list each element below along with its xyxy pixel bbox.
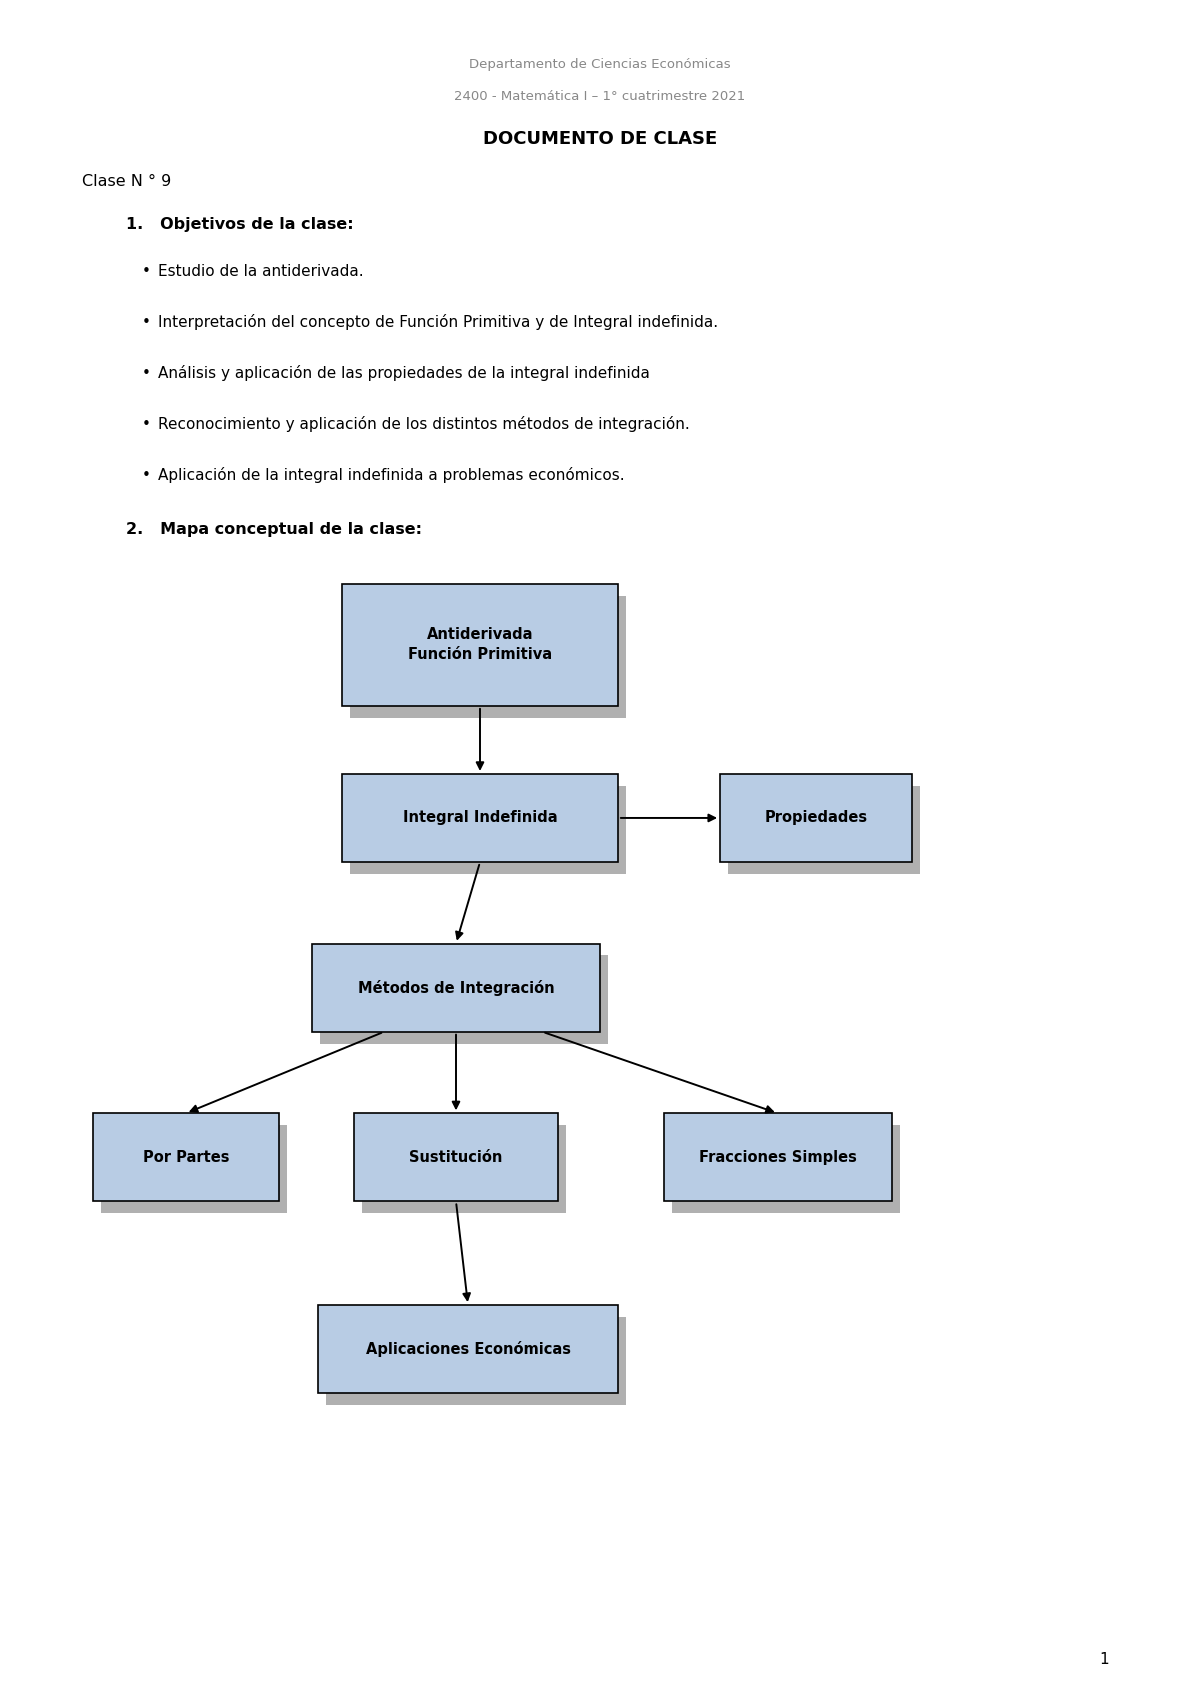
- Bar: [350, 596, 626, 718]
- Text: •: •: [142, 468, 150, 482]
- Text: Antiderivada
Función Primitiva: Antiderivada Función Primitiva: [408, 628, 552, 662]
- Bar: [342, 774, 618, 862]
- Text: Aplicaciones Económicas: Aplicaciones Económicas: [366, 1341, 570, 1358]
- Text: Por Partes: Por Partes: [143, 1151, 229, 1164]
- Bar: [101, 1125, 288, 1213]
- Bar: [312, 944, 600, 1032]
- Text: 2400 - Matemática I – 1° cuatrimestre 2021: 2400 - Matemática I – 1° cuatrimestre 20…: [455, 90, 745, 104]
- Bar: [350, 786, 626, 874]
- Text: Departamento de Ciencias Económicas: Departamento de Ciencias Económicas: [469, 58, 731, 71]
- Text: Estudio de la antiderivada.: Estudio de la antiderivada.: [158, 265, 364, 278]
- Bar: [94, 1113, 278, 1201]
- Text: Sustitución: Sustitución: [409, 1151, 503, 1164]
- Text: Fracciones Simples: Fracciones Simples: [698, 1151, 857, 1164]
- Bar: [320, 955, 608, 1044]
- Text: Aplicación de la integral indefinida a problemas económicos.: Aplicación de la integral indefinida a p…: [158, 467, 625, 484]
- Text: Integral Indefinida: Integral Indefinida: [403, 811, 557, 825]
- Bar: [362, 1125, 566, 1213]
- Text: 2.   Mapa conceptual de la clase:: 2. Mapa conceptual de la clase:: [126, 523, 422, 536]
- Text: Reconocimiento y aplicación de los distintos métodos de integración.: Reconocimiento y aplicación de los disti…: [158, 416, 690, 433]
- Text: •: •: [142, 367, 150, 380]
- Text: Métodos de Integración: Métodos de Integración: [358, 979, 554, 996]
- Text: DOCUMENTO DE CLASE: DOCUMENTO DE CLASE: [482, 131, 718, 148]
- Text: Interpretación del concepto de Función Primitiva y de Integral indefinida.: Interpretación del concepto de Función P…: [158, 314, 719, 331]
- Text: Análisis y aplicación de las propiedades de la integral indefinida: Análisis y aplicación de las propiedades…: [158, 365, 650, 382]
- Bar: [342, 584, 618, 706]
- Bar: [326, 1317, 626, 1405]
- Bar: [720, 774, 912, 862]
- Text: •: •: [142, 316, 150, 329]
- Text: 1.   Objetivos de la clase:: 1. Objetivos de la clase:: [126, 217, 354, 231]
- Text: Propiedades: Propiedades: [764, 811, 868, 825]
- Bar: [318, 1305, 618, 1393]
- Text: •: •: [142, 265, 150, 278]
- Bar: [664, 1113, 892, 1201]
- Text: •: •: [142, 417, 150, 431]
- Bar: [672, 1125, 900, 1213]
- Text: 1: 1: [1099, 1653, 1109, 1666]
- Text: Clase N ° 9: Clase N ° 9: [82, 175, 170, 188]
- Bar: [728, 786, 920, 874]
- Bar: [354, 1113, 558, 1201]
